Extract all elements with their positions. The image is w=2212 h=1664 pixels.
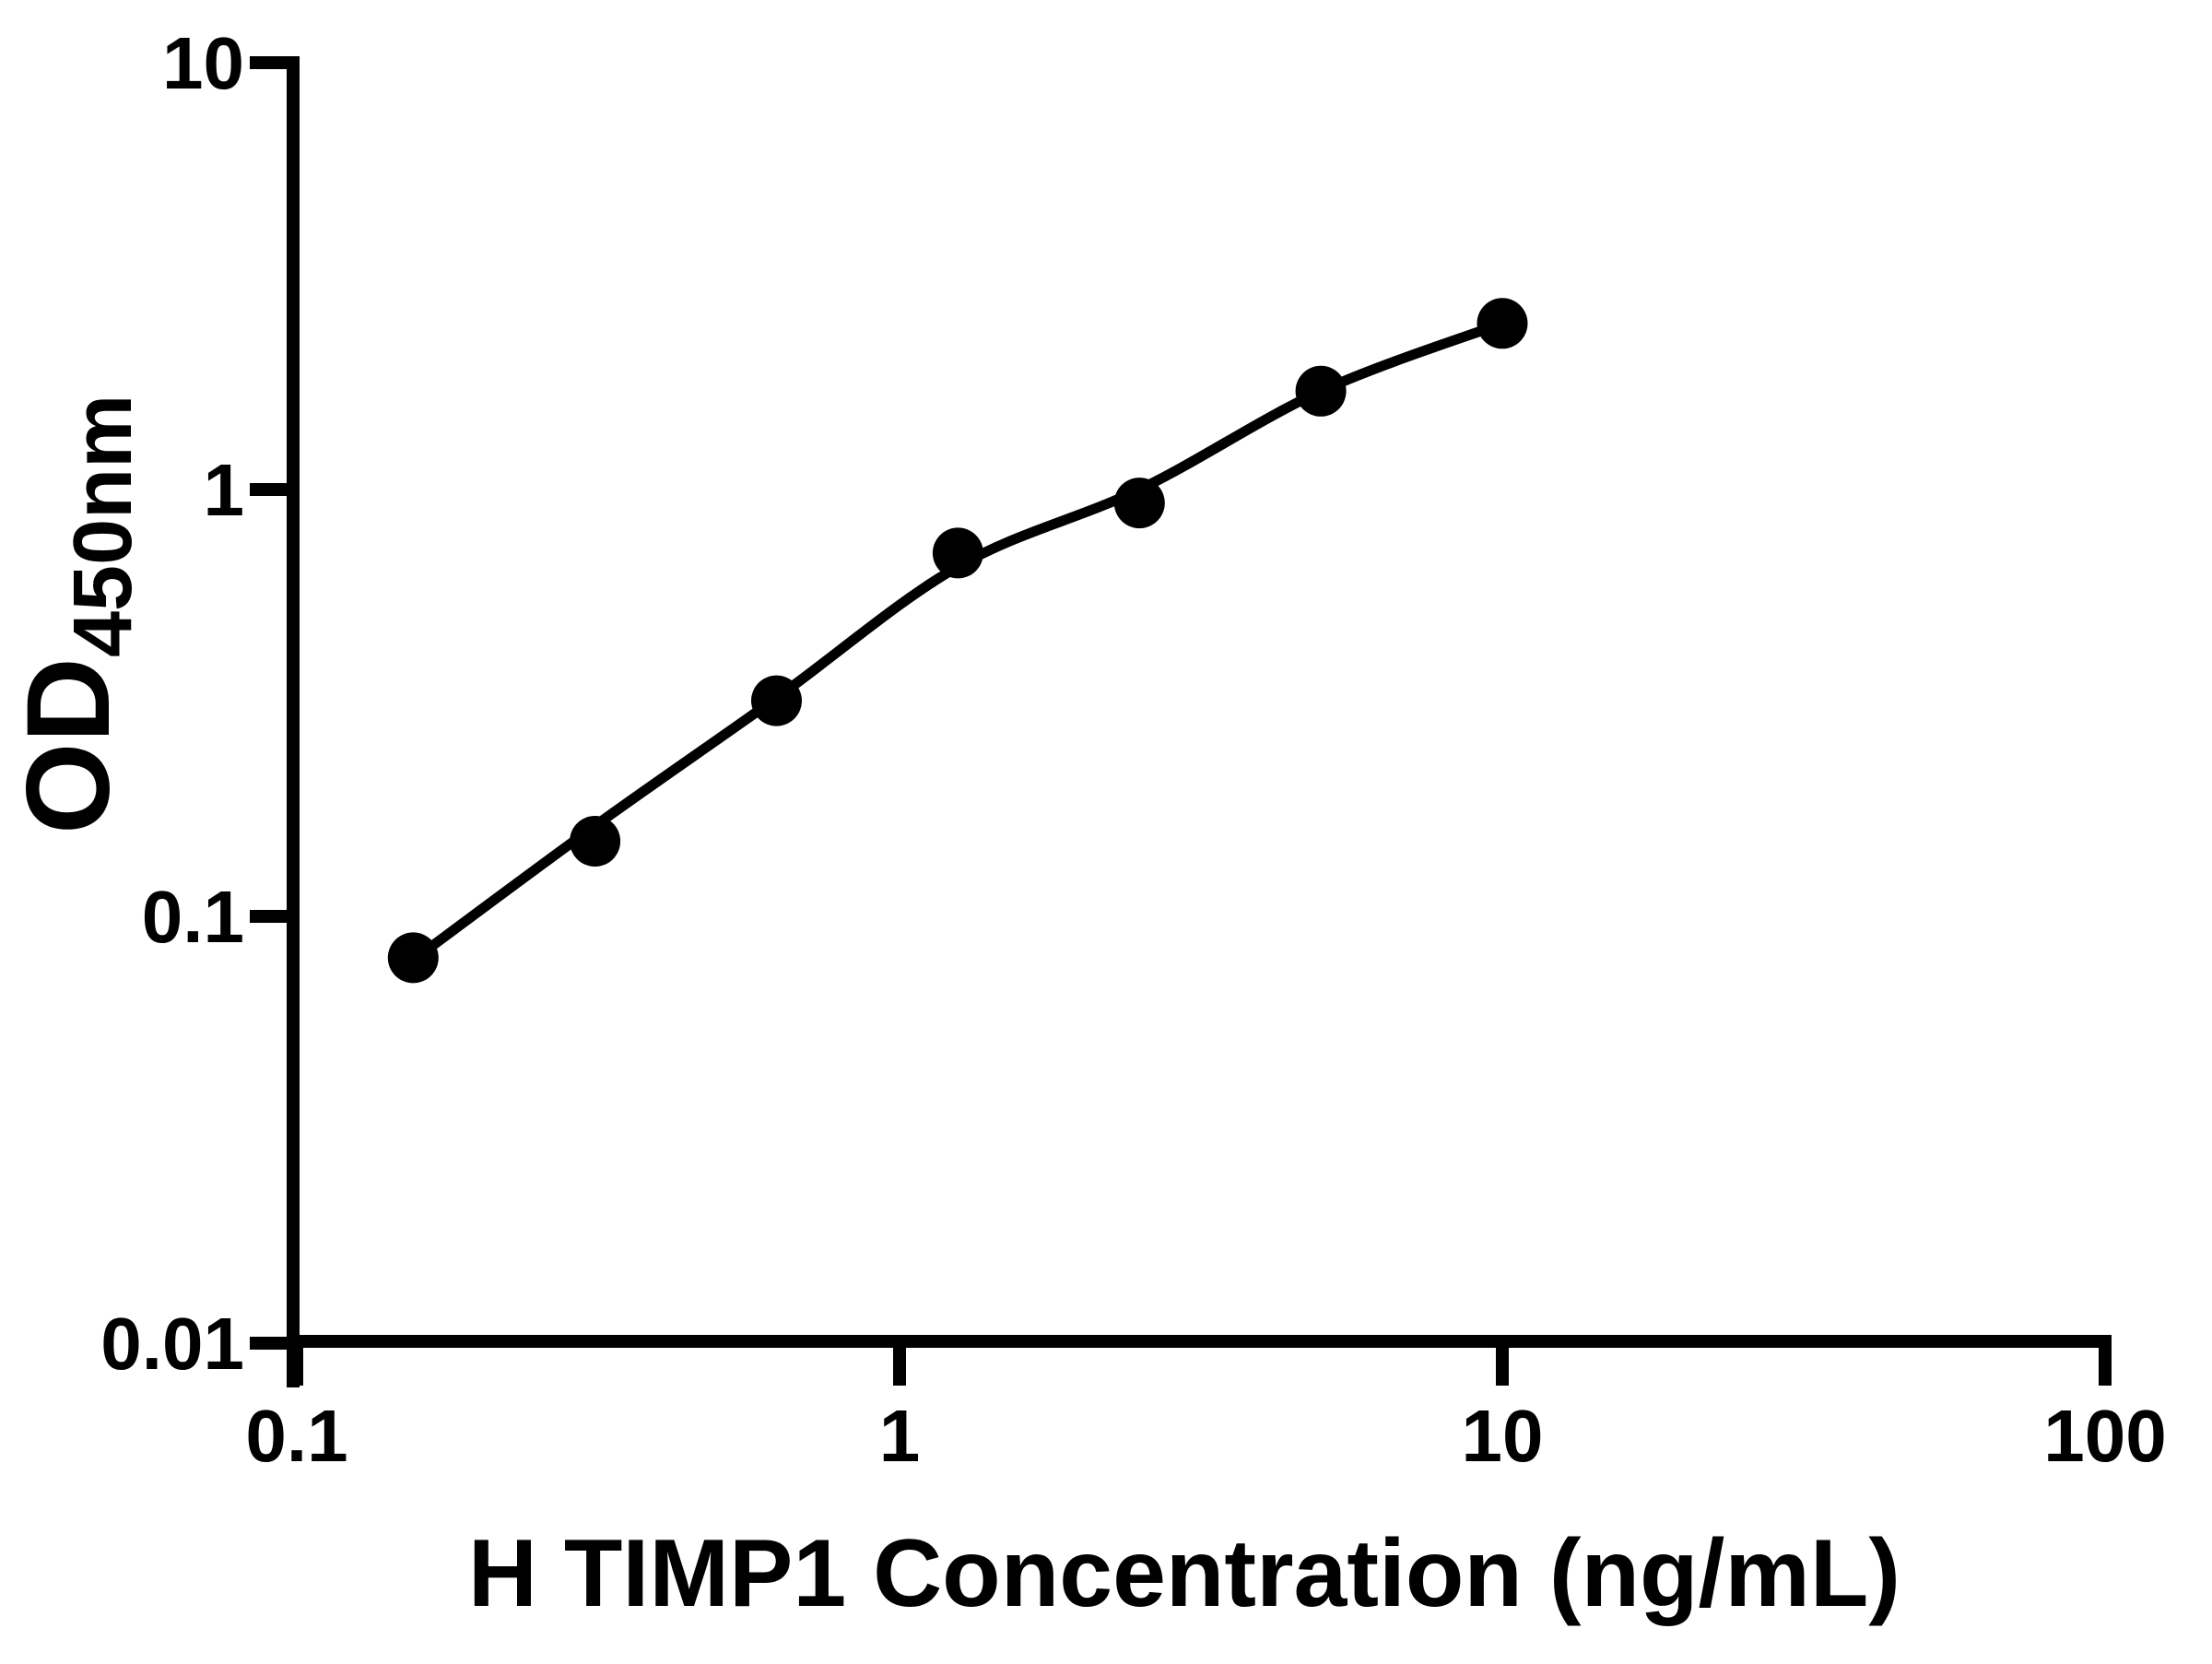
data-point [1477,298,1528,349]
fit-curve-group [407,318,1508,965]
data-points [387,298,1528,984]
x-tick-labels: 0.1 1 10 100 [245,1395,2166,1477]
y-axis-label-main: OD [3,657,135,834]
x-tick-label: 0.1 [245,1395,347,1477]
y-axis-label-subscript: 450nm [57,395,149,657]
x-tick-label: 10 [1462,1395,1544,1477]
data-point [570,816,621,867]
y-axis-label: OD450nm [3,395,149,834]
data-point [751,675,802,726]
x-tick-label: 100 [2043,1395,2166,1477]
y-tick-label: 1 [204,449,245,531]
data-point [1295,365,1347,417]
y-tick-labels: 10 1 0.1 0.01 [100,22,244,1385]
data-point [387,932,439,984]
y-tick-label: 10 [162,22,244,104]
x-tick-label: 1 [879,1395,921,1477]
fit-curve [407,318,1508,965]
y-tick-label: 0.01 [100,1303,244,1385]
data-point [1113,478,1165,529]
y-tick-label: 0.1 [142,876,244,958]
axes [250,56,2112,1387]
x-axis-label: H TIMP1 Concentration (ng/mL) [468,1520,1900,1627]
data-point [932,527,983,579]
